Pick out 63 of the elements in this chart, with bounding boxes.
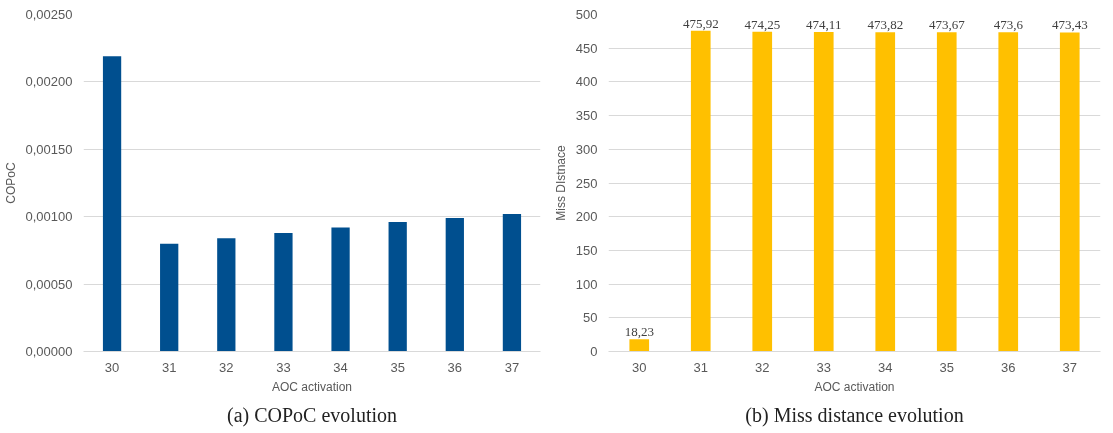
data-label: 473,67 bbox=[928, 17, 966, 33]
bar bbox=[998, 32, 1019, 352]
data-label: 474,25 bbox=[744, 16, 781, 32]
text: (b) Miss distance evolution bbox=[745, 403, 964, 427]
bar bbox=[690, 30, 711, 352]
x-tick-label: 33 bbox=[816, 359, 831, 375]
x-tick-label: 33 bbox=[276, 359, 291, 375]
bar bbox=[445, 218, 464, 352]
x-axis-title: AOC activation bbox=[271, 379, 353, 394]
data-label: 18,23 bbox=[624, 324, 654, 340]
y-tick-label: 0,00100 bbox=[25, 209, 73, 225]
x-tick-label: 34 bbox=[878, 359, 893, 375]
x-tick-label: 37 bbox=[504, 359, 520, 375]
bar bbox=[502, 214, 522, 352]
data-label: 475,92 bbox=[682, 15, 719, 31]
data-label: 474,11 bbox=[806, 16, 842, 32]
y-tick-label: 0,00200 bbox=[25, 74, 73, 90]
y-tick-label: 100 bbox=[575, 276, 598, 292]
y-tick-label: 200 bbox=[575, 209, 598, 225]
bar bbox=[388, 222, 407, 352]
x-tick-label: 34 bbox=[333, 359, 348, 375]
y-tick-label: 150 bbox=[575, 242, 598, 258]
y-tick-label: 350 bbox=[575, 108, 598, 124]
bar bbox=[160, 243, 179, 352]
y-tick-label: 0,00050 bbox=[25, 276, 73, 292]
y-tick-label: 400 bbox=[575, 74, 598, 90]
bar bbox=[752, 31, 773, 352]
y-tick-label: 300 bbox=[575, 141, 598, 157]
bar bbox=[217, 238, 236, 352]
x-tick-label: 35 bbox=[939, 359, 954, 375]
y-tick-label: 0,00000 bbox=[25, 344, 73, 359]
data-label: 473,6 bbox=[993, 17, 1024, 33]
x-tick-label: 36 bbox=[447, 359, 463, 375]
y-axis-title: COPoC bbox=[3, 161, 18, 204]
y-tick-label: 50 bbox=[583, 310, 598, 326]
x-tick-label: 35 bbox=[390, 359, 405, 375]
text: (a) COPoC evolution bbox=[227, 403, 397, 427]
x-tick-label: 32 bbox=[755, 359, 770, 375]
x-tick-label: 36 bbox=[1001, 359, 1016, 375]
y-tick-label: 250 bbox=[575, 175, 598, 191]
y-tick-label: 0,00150 bbox=[25, 141, 73, 157]
y-axis-title: Miss DIstnace bbox=[553, 145, 568, 221]
y-tick-label: 500 bbox=[575, 7, 598, 22]
bar bbox=[875, 32, 896, 352]
bar bbox=[936, 32, 957, 352]
bar bbox=[274, 232, 293, 352]
bar bbox=[813, 31, 834, 352]
y-tick-label: 450 bbox=[575, 40, 598, 56]
data-label: 473,43 bbox=[1051, 17, 1088, 33]
bar bbox=[629, 339, 650, 352]
x-tick-label: 31 bbox=[693, 359, 708, 375]
x-tick-label: 30 bbox=[104, 359, 120, 375]
x-tick-label: 32 bbox=[219, 359, 234, 375]
y-tick-label: 0 bbox=[590, 344, 598, 359]
bar bbox=[331, 227, 350, 352]
bar bbox=[1059, 32, 1080, 352]
x-tick-label: 31 bbox=[161, 359, 177, 375]
data-label: 473,82 bbox=[867, 17, 904, 33]
x-tick-label: 30 bbox=[632, 359, 647, 375]
bar bbox=[102, 56, 122, 352]
y-tick-label: 0,00250 bbox=[25, 7, 73, 22]
x-axis-title: AOC activation bbox=[814, 379, 895, 394]
x-tick-label: 37 bbox=[1062, 359, 1077, 375]
